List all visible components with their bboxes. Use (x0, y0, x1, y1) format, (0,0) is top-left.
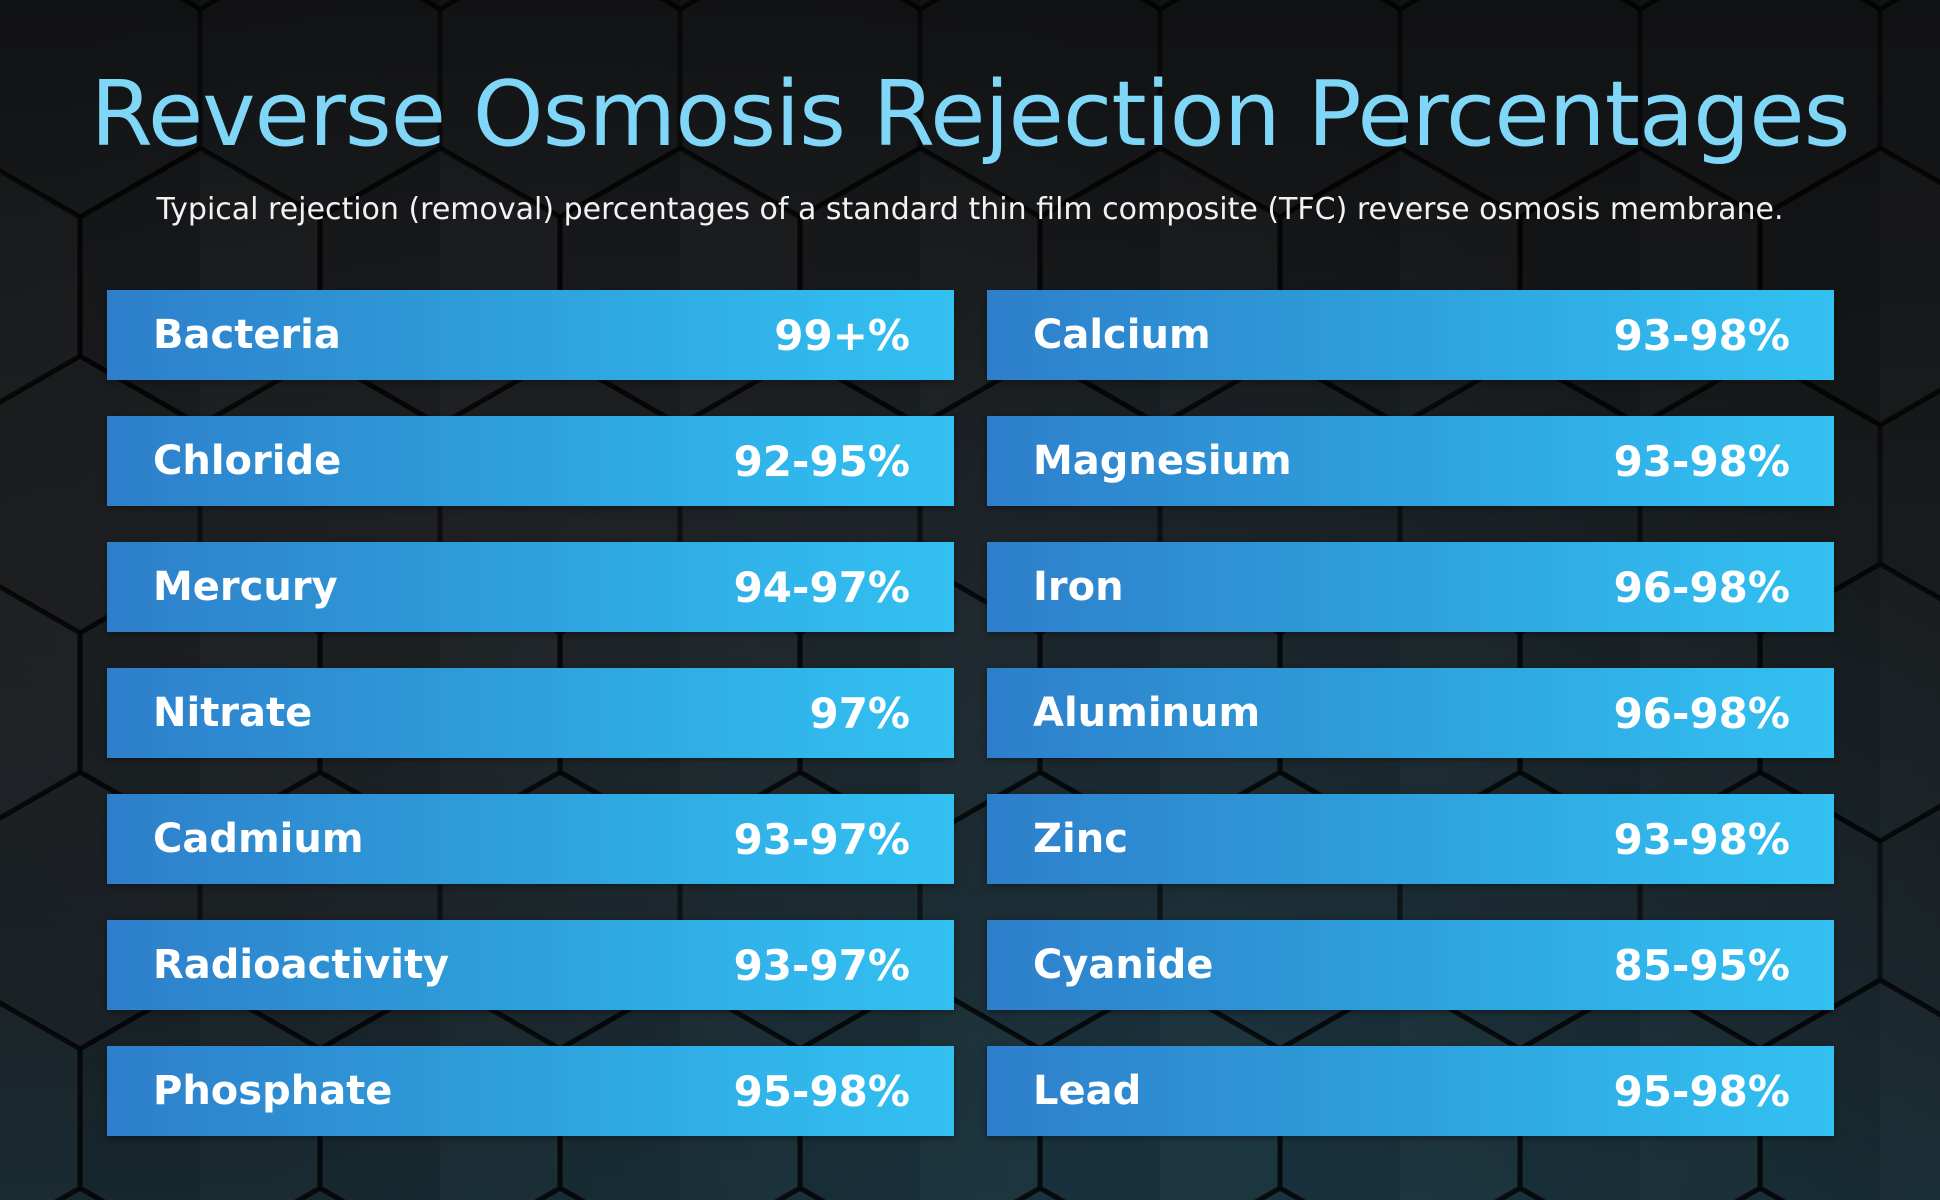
rejection-percentage: 93-97% (733, 814, 910, 864)
contaminant-name: Aluminum (1033, 690, 1261, 736)
contaminant-name: Calcium (1033, 312, 1211, 358)
rejection-percentage: 93-98% (1613, 814, 1790, 864)
row-aluminum: Aluminum 96-98% (987, 668, 1834, 758)
contaminant-name: Chloride (153, 438, 342, 484)
row-magnesium: Magnesium 93-98% (987, 416, 1834, 506)
rejection-percentage: 96-98% (1613, 562, 1790, 612)
row-chloride: Chloride 92-95% (107, 416, 954, 506)
rejection-percentage: 85-95% (1613, 940, 1790, 990)
row-cyanide: Cyanide 85-95% (987, 920, 1834, 1010)
contaminant-name: Magnesium (1033, 438, 1292, 484)
rejection-percentage: 99+% (774, 310, 910, 360)
contaminant-name: Lead (1033, 1068, 1142, 1114)
row-cadmium: Cadmium 93-97% (107, 794, 954, 884)
rejection-percentage: 96-98% (1613, 688, 1790, 738)
rejection-percentage: 94-97% (733, 562, 910, 612)
row-lead: Lead 95-98% (987, 1046, 1834, 1136)
row-nitrate: Nitrate 97% (107, 668, 954, 758)
rejection-percentage: 95-98% (1613, 1066, 1790, 1116)
contaminant-name: Bacteria (153, 312, 341, 358)
row-radioactivity: Radioactivity 93-97% (107, 920, 954, 1010)
contaminant-name: Radioactivity (153, 942, 450, 988)
contaminant-name: Cadmium (153, 816, 364, 862)
row-calcium: Calcium 93-98% (987, 290, 1834, 380)
rejection-percentage: 92-95% (733, 436, 910, 486)
contaminant-name: Nitrate (153, 690, 313, 736)
row-phosphate: Phosphate 95-98% (107, 1046, 954, 1136)
row-mercury: Mercury 94-97% (107, 542, 954, 632)
rejection-table: Bacteria 99+% Calcium 93-98% Chloride 92… (107, 290, 1834, 1136)
row-bacteria: Bacteria 99+% (107, 290, 954, 380)
row-iron: Iron 96-98% (987, 542, 1834, 632)
rejection-percentage: 97% (809, 688, 910, 738)
row-zinc: Zinc 93-98% (987, 794, 1834, 884)
page-subtitle: Typical rejection (removal) percentages … (156, 192, 1784, 227)
rejection-percentage: 93-98% (1613, 436, 1790, 486)
contaminant-name: Iron (1033, 564, 1124, 610)
contaminant-name: Zinc (1033, 816, 1128, 862)
contaminant-name: Cyanide (1033, 942, 1214, 988)
rejection-percentage: 93-97% (733, 940, 910, 990)
rejection-percentage: 95-98% (733, 1066, 910, 1116)
contaminant-name: Mercury (153, 564, 338, 610)
contaminant-name: Phosphate (153, 1068, 393, 1114)
page-title: Reverse Osmosis Rejection Percentages (90, 62, 1850, 167)
rejection-percentage: 93-98% (1613, 310, 1790, 360)
